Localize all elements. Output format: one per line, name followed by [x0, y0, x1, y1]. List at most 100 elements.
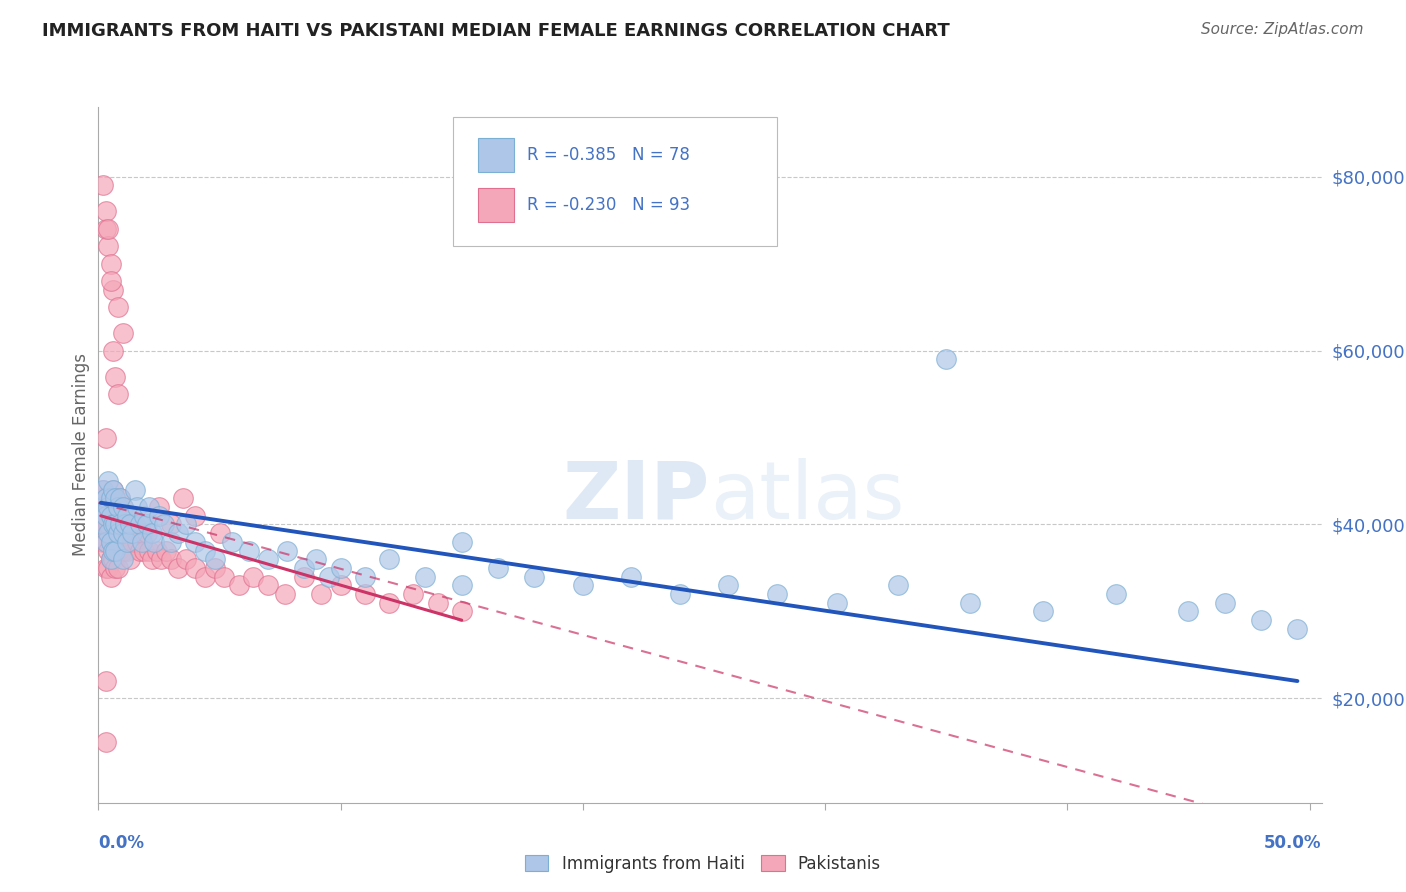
Point [101, 343, 124, 358]
Point [329, 578, 352, 592]
Point [134, 508, 156, 523]
Point [100, 491, 122, 506]
Point [107, 543, 129, 558]
Point [118, 526, 141, 541]
Point [257, 578, 280, 592]
Point [486, 561, 509, 575]
Point [150, 552, 173, 566]
Point [104, 534, 127, 549]
Point [1286, 622, 1309, 636]
Point [214, 570, 236, 584]
Text: 50.0%: 50.0% [1264, 834, 1322, 852]
Point [148, 500, 170, 514]
Point [94, 674, 117, 689]
Point [110, 491, 132, 506]
Point [90, 491, 112, 506]
Point [107, 561, 129, 575]
Point [100, 508, 122, 523]
Point [238, 543, 260, 558]
Text: atlas: atlas [710, 458, 904, 536]
Point [91, 517, 114, 532]
Point [101, 543, 124, 558]
Point [121, 534, 143, 549]
Point [135, 526, 157, 541]
Point [100, 552, 122, 566]
Point [1177, 605, 1199, 619]
Point [959, 596, 981, 610]
FancyBboxPatch shape [478, 188, 515, 222]
Point [101, 483, 124, 497]
Point [94, 508, 117, 523]
Y-axis label: Median Female Earnings: Median Female Earnings [72, 353, 90, 557]
Point [160, 552, 183, 566]
Point [94, 491, 117, 506]
Point [128, 543, 150, 558]
Point [145, 543, 167, 558]
Point [91, 483, 114, 497]
Point [111, 526, 134, 541]
Point [208, 526, 231, 541]
Point [101, 283, 124, 297]
Point [104, 561, 127, 575]
Text: R = -0.385   N = 78: R = -0.385 N = 78 [526, 146, 689, 164]
Point [100, 552, 122, 566]
Point [131, 526, 153, 541]
Point [131, 534, 153, 549]
Point [134, 543, 156, 558]
Point [174, 517, 197, 532]
Point [138, 500, 160, 514]
Point [124, 483, 146, 497]
Point [107, 500, 129, 514]
Point [111, 543, 134, 558]
Point [104, 491, 127, 506]
Point [117, 508, 139, 523]
Point [426, 596, 449, 610]
Point [104, 517, 127, 532]
Point [1213, 596, 1236, 610]
Point [204, 561, 226, 575]
Point [257, 552, 280, 566]
Point [121, 526, 143, 541]
Point [91, 178, 114, 193]
Point [110, 517, 132, 532]
Point [292, 561, 315, 575]
Point [100, 508, 122, 523]
Point [97, 517, 120, 532]
Point [100, 491, 122, 506]
Point [100, 534, 122, 549]
Point [276, 543, 298, 558]
Point [97, 543, 120, 558]
Point [110, 517, 132, 532]
Point [94, 491, 117, 506]
Point [160, 534, 183, 549]
Point [354, 587, 377, 601]
Text: IMMIGRANTS FROM HAITI VS PAKISTANI MEDIAN FEMALE EARNINGS CORRELATION CHART: IMMIGRANTS FROM HAITI VS PAKISTANI MEDIA… [42, 22, 950, 40]
Point [111, 552, 134, 566]
Point [107, 300, 129, 314]
Point [172, 491, 194, 506]
Point [572, 578, 595, 592]
Point [117, 517, 139, 532]
Point [124, 517, 146, 532]
Point [107, 517, 129, 532]
Point [104, 543, 127, 558]
Point [717, 578, 740, 592]
Point [135, 517, 157, 532]
Point [378, 552, 401, 566]
Point [91, 508, 114, 523]
Point [128, 517, 150, 532]
Point [117, 534, 139, 549]
Point [118, 517, 141, 532]
Point [107, 526, 129, 541]
Point [91, 534, 114, 549]
Point [100, 570, 122, 584]
Point [415, 570, 437, 584]
Point [825, 596, 848, 610]
Point [100, 534, 122, 549]
Point [620, 570, 643, 584]
Point [153, 517, 176, 532]
Point [184, 508, 207, 523]
Point [91, 483, 114, 497]
Point [97, 239, 120, 253]
Point [450, 605, 472, 619]
